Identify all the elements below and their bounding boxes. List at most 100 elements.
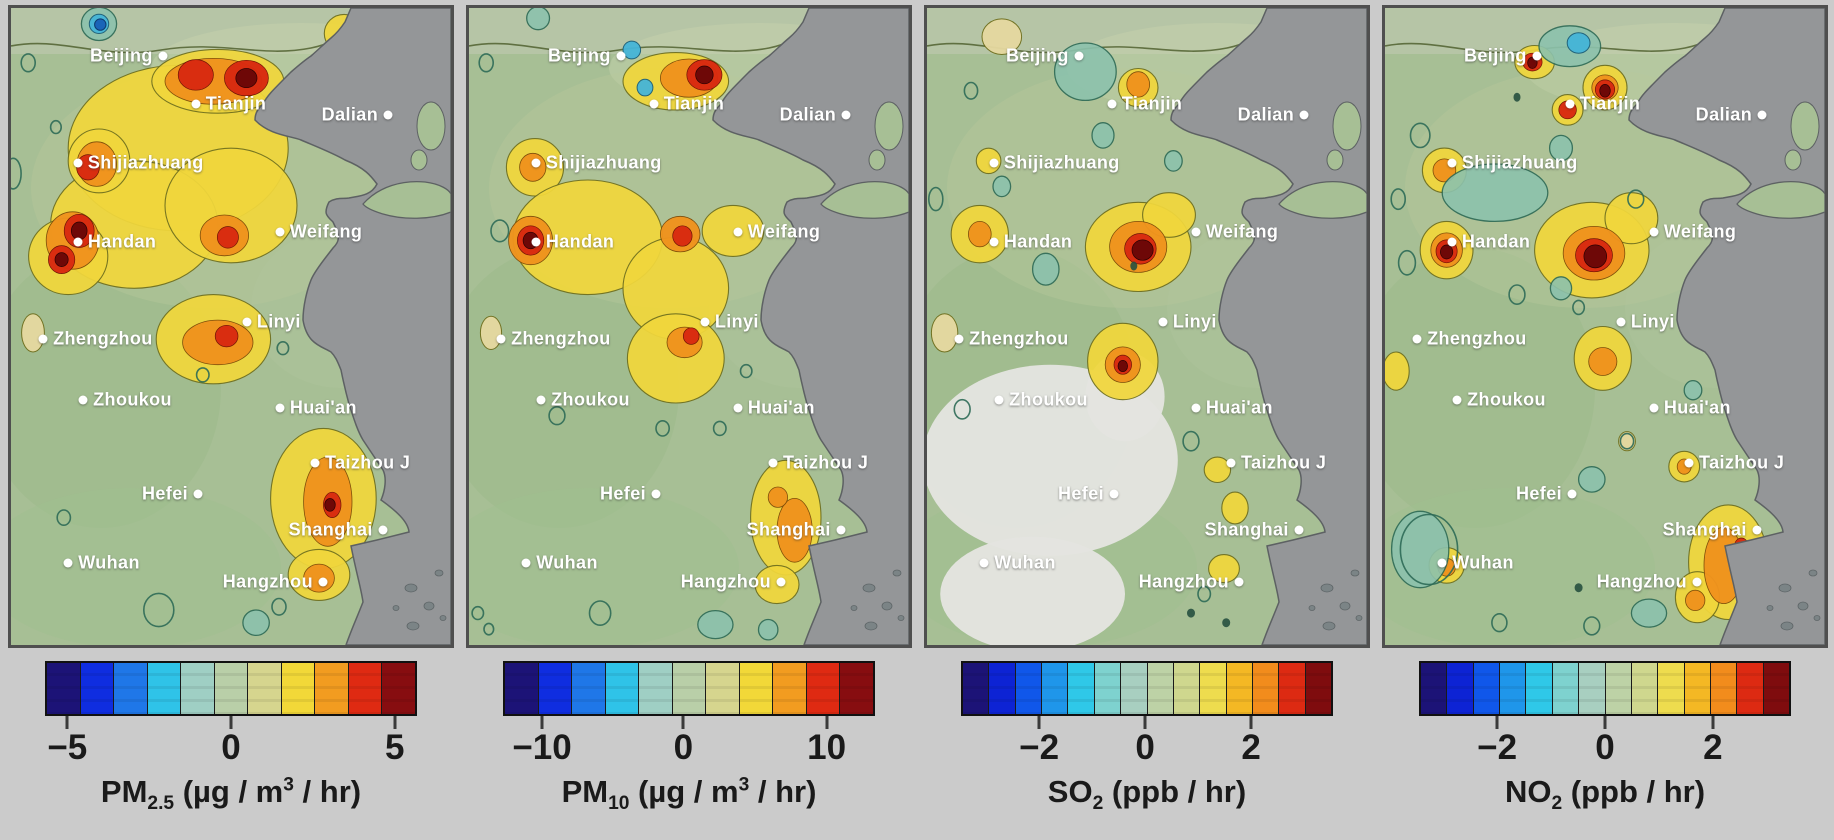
city-label-hangzhou: Hangzhou	[1138, 571, 1229, 592]
sea-region	[254, 8, 451, 645]
city-label-huai-an: Huai'an	[289, 397, 357, 418]
city-label-huai-an: Huai'an	[1663, 397, 1731, 418]
city-label-zhengzhou: Zhengzhou	[969, 328, 1069, 349]
city-label-handan: Handan	[87, 231, 157, 252]
shandong-peninsula	[362, 180, 451, 219]
city-label-handan: Handan	[1461, 231, 1531, 252]
city-label-zhoukou: Zhoukou	[1467, 389, 1546, 410]
map-canvas	[11, 8, 451, 645]
tick-mark	[1711, 716, 1715, 729]
shandong-peninsula	[1278, 180, 1367, 219]
city-dot-weifang	[1649, 227, 1659, 237]
coastal-land	[1332, 101, 1362, 151]
tick-mark	[65, 716, 69, 729]
sea-region	[712, 8, 909, 645]
unit-text: (ppb / hr)	[1562, 774, 1706, 809]
city-dot-zhengzhou	[954, 334, 964, 344]
colorbar-ticks: −10 0 10	[503, 716, 875, 774]
tick-mark	[229, 716, 233, 729]
unit-superscript: 3	[738, 774, 750, 796]
city-dot-shijiazhuang	[989, 158, 999, 168]
sea-region	[1628, 8, 1825, 645]
tick-mark	[1037, 716, 1041, 729]
colorbar-segment	[1473, 663, 1501, 714]
map-pm10: Beijing Tianjin Dalian Shijiazhuang Handan We…	[466, 5, 912, 648]
city-dot-hangzhou	[1234, 577, 1244, 587]
colorbar-pm10: −10 0 10	[503, 661, 875, 774]
islands	[1308, 569, 1363, 631]
colorbar-ticks: −2 0 2	[961, 716, 1333, 774]
city-dot-shijiazhuang	[531, 158, 541, 168]
tick-label: 5	[384, 728, 405, 767]
colorbar-segment	[1526, 663, 1553, 714]
city-dot-dalian	[1299, 110, 1309, 120]
colorbar-segment	[1500, 663, 1527, 714]
city-dot-beijing	[616, 51, 626, 61]
panel-pm25: Beijing Tianjin Dalian Shijiazhuang Handan We…	[8, 5, 454, 815]
tick-mark	[540, 716, 544, 729]
pollutant-name: NO	[1504, 774, 1552, 809]
unit-text: (µg / m	[174, 774, 284, 809]
panel-pm10: Beijing Tianjin Dalian Shijiazhuang Handan We…	[466, 5, 912, 815]
city-label-beijing: Beijing	[548, 45, 611, 66]
city-label-taizhou-j: Taizhou J	[1241, 452, 1327, 473]
city-dot-weifang	[275, 227, 285, 237]
city-label-shanghai: Shanghai	[746, 519, 831, 540]
city-label-wuhan: Wuhan	[78, 552, 140, 573]
colorbar-segment	[672, 663, 707, 714]
colorbar-pm25: −5 0 5	[45, 661, 417, 774]
colorbar-ticks: −5 0 5	[45, 716, 417, 774]
city-dot-zhoukou	[994, 395, 1004, 405]
tick-label: −2	[1019, 728, 1060, 767]
city-label-hefei: Hefei	[599, 483, 646, 504]
colorbar-segment	[382, 663, 416, 714]
city-label-hangzhou: Hangzhou	[680, 571, 771, 592]
colorbar-segment	[1121, 663, 1148, 714]
colorbar-segment	[1710, 663, 1738, 714]
city-dot-dalian	[383, 110, 393, 120]
city-dot-dalian	[1757, 110, 1767, 120]
colorbar-segment	[1094, 663, 1122, 714]
colorbar-segment	[181, 663, 215, 714]
islands	[392, 569, 447, 631]
tick-mark	[1143, 716, 1147, 729]
city-label-hangzhou: Hangzhou	[222, 571, 313, 592]
city-label-hefei: Hefei	[1057, 483, 1104, 504]
city-dot-dalian	[841, 110, 851, 120]
city-dot-hangzhou	[1692, 577, 1702, 587]
city-label-weifang: Weifang	[1663, 221, 1737, 242]
colorbar-segment	[1737, 663, 1764, 714]
map-so2: Beijing Tianjin Dalian Shijiazhuang Handan We…	[924, 5, 1370, 648]
city-dot-wuhan	[63, 558, 73, 568]
colorbar-segment	[1763, 663, 1790, 714]
colorbar-strip	[961, 661, 1333, 716]
coastal-land	[874, 101, 904, 151]
colorbar-segment	[840, 663, 874, 714]
colorbar-strip	[503, 661, 875, 716]
city-label-shijiazhuang: Shijiazhuang	[545, 152, 662, 173]
city-dot-shanghai	[378, 525, 388, 535]
city-dot-beijing	[158, 51, 168, 61]
colorbar-segment	[1305, 663, 1332, 714]
city-dot-tianjin	[191, 99, 201, 109]
city-dot-hefei	[193, 489, 203, 499]
colorbar-segment	[538, 663, 573, 714]
city-label-linyi: Linyi	[256, 311, 301, 332]
tick-label: 10	[807, 728, 847, 767]
colorbar-segment	[1252, 663, 1280, 714]
city-label-shanghai: Shanghai	[288, 519, 373, 540]
city-dot-tianjin	[1107, 99, 1117, 109]
city-label-hefei: Hefei	[1515, 483, 1562, 504]
city-dot-hefei	[1109, 489, 1119, 499]
city-dot-beijing	[1074, 51, 1084, 61]
city-label-wuhan: Wuhan	[994, 552, 1056, 573]
city-label-dalian: Dalian	[1237, 104, 1295, 125]
axis-label-pm10: PM10 (µg / m3 / hr)	[466, 774, 912, 815]
contour-spots	[471, 8, 822, 641]
colorbar-segment	[114, 663, 148, 714]
city-label-weifang: Weifang	[289, 221, 363, 242]
colorbar-segment	[1015, 663, 1043, 714]
city-dot-taizhou-j	[310, 458, 320, 468]
city-dot-taizhou-j	[768, 458, 778, 468]
city-label-zhoukou: Zhoukou	[93, 389, 172, 410]
